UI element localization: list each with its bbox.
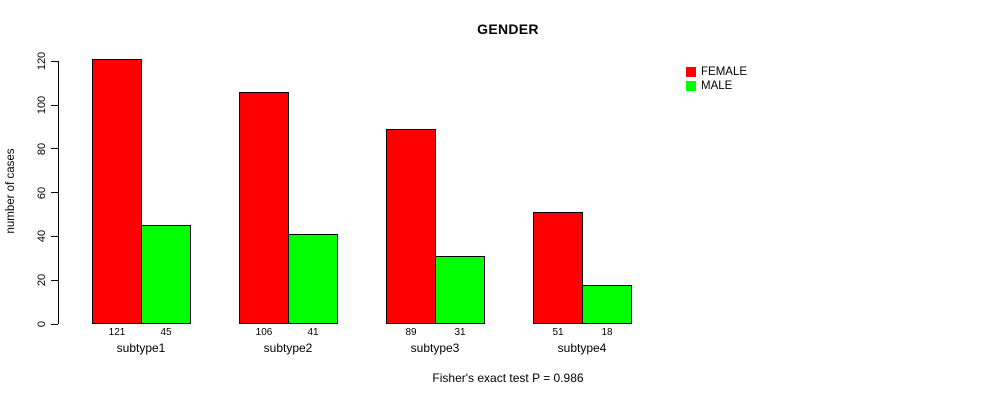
- legend-label-female: FEMALE: [701, 66, 748, 78]
- y-tick: [51, 148, 58, 150]
- bar-value-label-female-subtype1: 121: [108, 327, 126, 338]
- x-category-label-subtype1: subtype1: [116, 341, 166, 355]
- y-tick: [51, 192, 58, 194]
- legend: FEMALE MALE: [686, 65, 747, 93]
- legend-swatch-male-icon: [686, 81, 696, 91]
- y-tick: [51, 104, 58, 106]
- y-tick: [51, 323, 58, 325]
- legend-item-male: MALE: [686, 79, 747, 93]
- y-tick-label: 60: [36, 186, 48, 199]
- bar-female-subtype2: [239, 91, 289, 324]
- y-tick-label: 80: [36, 142, 48, 155]
- y-tick: [51, 60, 58, 62]
- bar-value-label-female-subtype2: 106: [255, 327, 273, 338]
- chart-title: GENDER: [477, 21, 539, 37]
- legend-swatch-female-icon: [686, 67, 696, 77]
- y-tick: [51, 235, 58, 237]
- y-tick-label: 100: [36, 95, 48, 115]
- bar-female-subtype1: [92, 59, 142, 324]
- y-tick-label: 0: [36, 320, 48, 328]
- bar-value-label-male-subtype4: 18: [601, 327, 613, 338]
- x-category-label-subtype2: subtype2: [263, 341, 313, 355]
- bar-value-label-female-subtype4: 51: [552, 327, 564, 338]
- y-tick: [51, 279, 58, 281]
- x-category-label-subtype3: subtype3: [410, 341, 460, 355]
- legend-label-male: MALE: [701, 80, 733, 92]
- bar-male-subtype4: [582, 284, 632, 324]
- annotation-text: Fisher's exact test P = 0.986: [432, 371, 584, 385]
- bar-value-label-male-subtype1: 45: [160, 327, 172, 338]
- bar-female-subtype3: [386, 129, 436, 324]
- bar-male-subtype2: [288, 234, 338, 324]
- bar-value-label-male-subtype2: 41: [307, 327, 319, 338]
- bar-male-subtype1: [141, 225, 191, 324]
- y-axis-line: [58, 61, 59, 324]
- y-tick-label: 40: [36, 230, 48, 243]
- x-category-label-subtype4: subtype4: [557, 341, 607, 355]
- y-tick-label: 20: [36, 274, 48, 287]
- bar-value-label-female-subtype3: 89: [405, 327, 417, 338]
- bar-value-label-male-subtype3: 31: [454, 327, 466, 338]
- bar-male-subtype3: [435, 256, 485, 324]
- legend-item-female: FEMALE: [686, 65, 747, 79]
- y-tick-label: 120: [36, 52, 48, 71]
- bar-female-subtype4: [533, 212, 583, 324]
